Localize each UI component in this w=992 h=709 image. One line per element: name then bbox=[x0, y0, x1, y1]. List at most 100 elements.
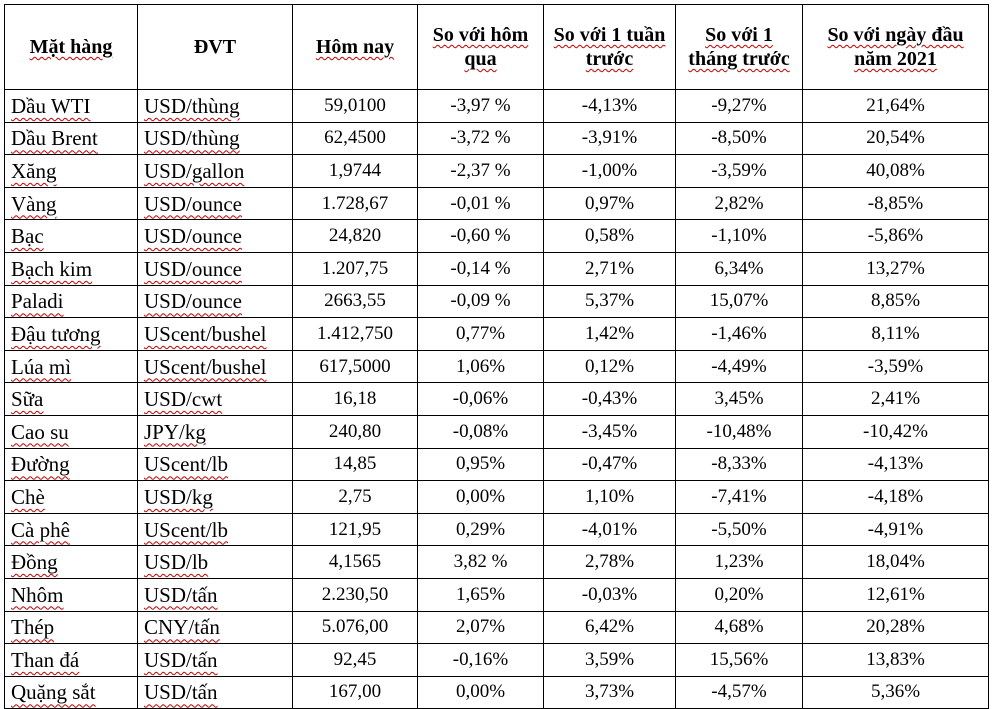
item-cell: Cà phê bbox=[4, 512, 138, 547]
vs-year-start-cell: -3,59% bbox=[802, 349, 989, 384]
vs-yesterday-cell: 3,82 % bbox=[417, 545, 544, 579]
table-row: Lúa mì UScent/bushel 617,5000 1,06% 0,12% -4,… bbox=[4, 349, 989, 384]
today-cell: 5.076,00 bbox=[292, 610, 418, 645]
vs-month-cell: -1,10% bbox=[675, 219, 803, 253]
today-cell: 1.728,67 bbox=[292, 186, 418, 221]
vs-month-cell: -5,50% bbox=[675, 512, 803, 547]
vs-month-cell: -4,57% bbox=[675, 675, 803, 709]
today-cell: 1,9744 bbox=[292, 154, 418, 188]
vs-year-start-cell: -4,18% bbox=[802, 480, 989, 514]
vs-year-start-cell: 20,28% bbox=[802, 610, 989, 645]
table-row: Bạch kim USD/ounce 1.207,75 -0,14 % 2,71% 6,3… bbox=[4, 251, 989, 286]
header-vs-yesterday: So với hôm qua bbox=[417, 4, 544, 90]
vs-yesterday-cell: 0,95% bbox=[417, 447, 544, 482]
vs-yesterday-cell: -2,37 % bbox=[417, 154, 544, 188]
vs-year-start-cell: 5,36% bbox=[802, 675, 989, 709]
vs-yesterday-cell: -0,01 % bbox=[417, 186, 544, 221]
table-row: Dầu WTI USD/thùng 59,0100 -3,97 % -4,13% -9,2… bbox=[4, 89, 989, 123]
table-row: Thép CNY/tấn 5.076,00 2,07% 6,42% 4,68% 20,28% bbox=[4, 610, 989, 645]
item-cell: Đồng bbox=[4, 545, 138, 579]
item-cell: Paladi bbox=[4, 284, 138, 319]
vs-week-cell: -4,01% bbox=[543, 512, 676, 547]
item-cell: Dầu Brent bbox=[4, 121, 138, 156]
vs-year-start-cell: -10,42% bbox=[802, 414, 989, 449]
vs-month-cell: -4,49% bbox=[675, 349, 803, 384]
vs-yesterday-cell: -0,06% bbox=[417, 382, 544, 416]
vs-week-cell: 2,78% bbox=[543, 545, 676, 579]
item-cell: Than đá bbox=[4, 643, 138, 677]
vs-yesterday-cell: -0,60 % bbox=[417, 219, 544, 253]
item-cell: Đậu tương bbox=[4, 317, 138, 351]
vs-yesterday-cell: -0,16% bbox=[417, 643, 544, 677]
table-header: Mặt hàng ĐVT Hôm nay So với hôm qua So v… bbox=[4, 4, 989, 90]
vs-year-start-cell: 8,85% bbox=[802, 284, 989, 319]
vs-month-cell: -7,41% bbox=[675, 480, 803, 514]
today-cell: 1.412,750 bbox=[292, 317, 418, 351]
vs-year-start-cell: 21,64% bbox=[802, 89, 989, 123]
vs-week-cell: 1,42% bbox=[543, 317, 676, 351]
vs-week-cell: -3,45% bbox=[543, 414, 676, 449]
unit-cell: USD/lb bbox=[137, 545, 293, 579]
unit-cell: USD/ounce bbox=[137, 284, 293, 319]
vs-month-cell: 3,45% bbox=[675, 382, 803, 416]
today-cell: 1.207,75 bbox=[292, 251, 418, 286]
vs-year-start-cell: -4,13% bbox=[802, 447, 989, 482]
unit-cell: USD/tấn bbox=[137, 675, 293, 709]
today-cell: 617,5000 bbox=[292, 349, 418, 384]
table-row: Xăng USD/gallon 1,9744 -2,37 % -1,00% -3,59% 4… bbox=[4, 154, 989, 188]
vs-yesterday-cell: 1,06% bbox=[417, 349, 544, 384]
vs-week-cell: -0,03% bbox=[543, 577, 676, 612]
table-row: Vàng USD/ounce 1.728,67 -0,01 % 0,97% 2,82% -8… bbox=[4, 186, 989, 221]
item-cell: Quặng sắt bbox=[4, 675, 138, 709]
table-row: Đồng USD/lb 4,1565 3,82 % 2,78% 1,23% 18,04% bbox=[4, 545, 989, 579]
vs-yesterday-cell: 2,07% bbox=[417, 610, 544, 645]
today-cell: 121,95 bbox=[292, 512, 418, 547]
item-cell: Bạch kim bbox=[4, 251, 138, 286]
today-cell: 2.230,50 bbox=[292, 577, 418, 612]
vs-year-start-cell: 13,27% bbox=[802, 251, 989, 286]
table-row: Quặng sắt USD/tấn 167,00 0,00% 3,73% -4,57% 5,… bbox=[4, 675, 989, 709]
vs-week-cell: 0,12% bbox=[543, 349, 676, 384]
table-row: Sữa USD/cwt 16,18 -0,06% -0,43% 3,45% 2,41% bbox=[4, 382, 989, 416]
vs-year-start-cell: 2,41% bbox=[802, 382, 989, 416]
table-body: Dầu WTI USD/thùng 59,0100 -3,97 % -4,13% -9,2… bbox=[4, 89, 989, 709]
item-cell: Lúa mì bbox=[4, 349, 138, 384]
unit-cell: USD/thùng bbox=[137, 89, 293, 123]
vs-yesterday-cell: 0,77% bbox=[417, 317, 544, 351]
table-row: Chè USD/kg 2,75 0,00% 1,10% -7,41% -4,18% bbox=[4, 480, 989, 514]
vs-year-start-cell: -8,85% bbox=[802, 186, 989, 221]
header-row: Mặt hàng ĐVT Hôm nay So với hôm qua So v… bbox=[4, 4, 989, 90]
unit-cell: UScent/bushel bbox=[137, 349, 293, 384]
unit-cell: UScent/lb bbox=[137, 447, 293, 482]
table-row: Cà phê UScent/lb 121,95 0,29% -4,01% -5,50% -4… bbox=[4, 512, 989, 547]
unit-cell: UScent/bushel bbox=[137, 317, 293, 351]
table-row: Nhôm USD/tấn 2.230,50 1,65% -0,03% 0,20% 12,61… bbox=[4, 577, 989, 612]
vs-week-cell: -0,47% bbox=[543, 447, 676, 482]
vs-week-cell: 1,10% bbox=[543, 480, 676, 514]
vs-year-start-cell: -5,86% bbox=[802, 219, 989, 253]
header-item: Mặt hàng bbox=[4, 4, 138, 90]
today-cell: 2663,55 bbox=[292, 284, 418, 319]
vs-year-start-cell: -4,91% bbox=[802, 512, 989, 547]
item-cell: Thép bbox=[4, 610, 138, 645]
vs-yesterday-cell: 1,65% bbox=[417, 577, 544, 612]
unit-cell: USD/thùng bbox=[137, 121, 293, 156]
vs-month-cell: 6,34% bbox=[675, 251, 803, 286]
today-cell: 24,820 bbox=[292, 219, 418, 253]
item-cell: Xăng bbox=[4, 154, 138, 188]
item-cell: Cao su bbox=[4, 414, 138, 449]
vs-week-cell: 0,97% bbox=[543, 186, 676, 221]
vs-week-cell: 0,58% bbox=[543, 219, 676, 253]
vs-yesterday-cell: 0,00% bbox=[417, 675, 544, 709]
today-cell: 62,4500 bbox=[292, 121, 418, 156]
today-cell: 59,0100 bbox=[292, 89, 418, 123]
today-cell: 14,85 bbox=[292, 447, 418, 482]
vs-month-cell: 0,20% bbox=[675, 577, 803, 612]
vs-week-cell: 3,59% bbox=[543, 643, 676, 677]
commodity-price-table: Mặt hàng ĐVT Hôm nay So với hôm qua So v… bbox=[4, 4, 989, 709]
today-cell: 4,1565 bbox=[292, 545, 418, 579]
vs-year-start-cell: 13,83% bbox=[802, 643, 989, 677]
vs-month-cell: 2,82% bbox=[675, 186, 803, 221]
table-row: Than đá USD/tấn 92,45 -0,16% 3,59% 15,56% 13,8… bbox=[4, 643, 989, 677]
item-cell: Sữa bbox=[4, 382, 138, 416]
